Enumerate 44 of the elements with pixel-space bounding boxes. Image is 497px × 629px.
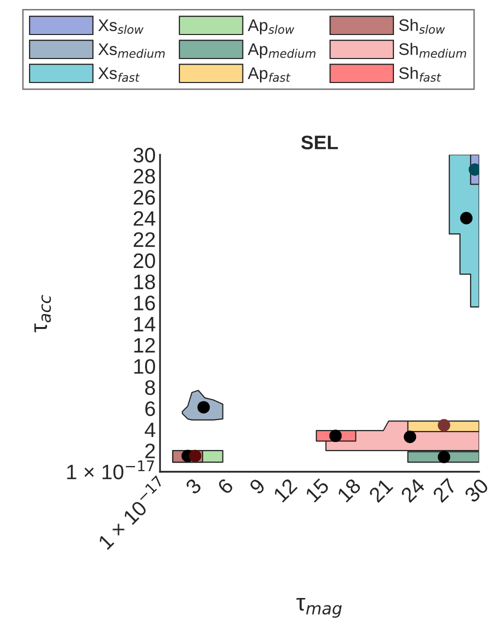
legend-label: Sh$_{medium}$ (399, 42, 466, 58)
point (438, 450, 450, 464)
y-tick-label: 12 (134, 338, 155, 352)
y-tick-label: 16 (134, 296, 155, 310)
y-tick-label: 18 (134, 274, 155, 290)
x-tick-label: 9 (248, 478, 266, 495)
y-tick-label: 14 (134, 317, 156, 332)
y-tick-label: 4 (144, 422, 156, 438)
y-tick-label: 24 (134, 211, 156, 226)
y-tick-label: 28 (134, 168, 155, 184)
y-tick-label: 26 (134, 190, 155, 205)
x-tick-label: 6 (216, 478, 234, 495)
legend-label: Sh$_{slow}$ (399, 18, 445, 34)
legend-label: Sh$_{fast}$ (399, 66, 442, 82)
y-tick-label: 2 (145, 444, 155, 458)
y-tick-label: 10 (134, 359, 156, 374)
x-tick-label: 18 (336, 478, 362, 503)
y-tick-label: 20 (134, 253, 156, 268)
y-tick-label: 8 (145, 380, 155, 395)
x-tick-label: 21 (368, 478, 394, 503)
x-tick-label: 15 (304, 478, 330, 503)
point (460, 212, 473, 224)
legend-label: Ap$_{fast}$ (248, 67, 291, 82)
y-tick-label: 6 (145, 401, 155, 416)
legend-label: Xs$_{medium}$ (98, 43, 165, 58)
y-tick-label: 22 (134, 232, 155, 247)
point (329, 430, 342, 442)
legend-label: Ap$_{medium}$ (248, 43, 316, 58)
point (438, 419, 450, 432)
x-axis-title: τ$_{mag}$ (296, 598, 342, 618)
y-tick-label: 30 (133, 148, 156, 162)
point (188, 450, 202, 462)
x-tick-label: 3 (184, 478, 202, 496)
x-tick-label: 12 (272, 478, 298, 503)
legend-label: Xs$_{slow}$ (98, 19, 144, 34)
chart-title: SEL (301, 136, 338, 150)
x-tick-label: 30 (464, 478, 490, 504)
legend-label: Xs$_{fast}$ (98, 67, 140, 82)
y-tick-label: 1 × 10$^{−17}$ (67, 460, 154, 480)
point (404, 430, 416, 444)
y-axis-title: τ$_{acc}$ (34, 294, 51, 332)
x-tick-label: 24 (400, 477, 426, 503)
x-tick-label: 27 (432, 478, 458, 503)
legend-label: Ap$_{slow}$ (248, 19, 294, 34)
